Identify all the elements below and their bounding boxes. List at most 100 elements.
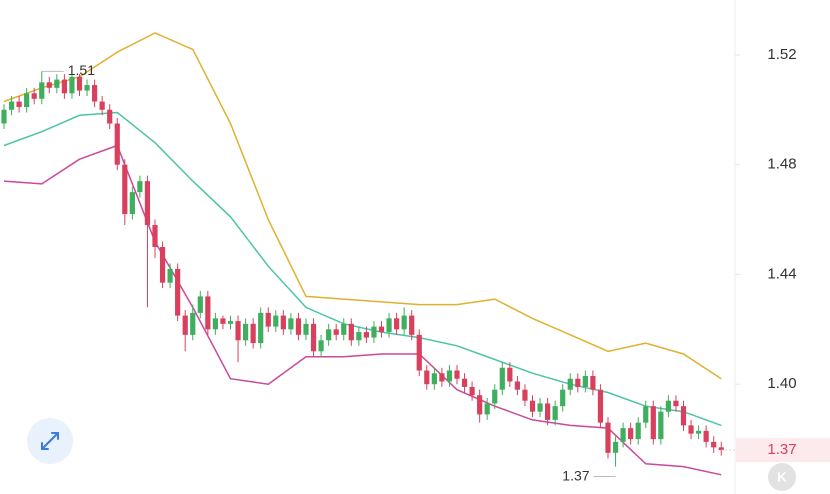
candle-body — [499, 367, 505, 390]
candle-body — [665, 400, 671, 412]
candle-body — [597, 389, 604, 423]
candle-body — [386, 318, 392, 333]
candle-body — [446, 370, 453, 382]
y-tick-label: 1.52 — [767, 46, 796, 63]
candle-body — [507, 367, 513, 382]
candle-body — [673, 400, 679, 407]
candle-body — [643, 406, 649, 423]
candle-body — [8, 101, 15, 110]
candle-body — [439, 373, 445, 382]
candle-body — [273, 315, 279, 327]
candle-body — [122, 164, 128, 215]
candle-body — [39, 82, 45, 99]
k-button[interactable]: K — [777, 469, 787, 484]
candle-body — [363, 332, 369, 338]
candle-body — [265, 312, 271, 327]
candle-body — [220, 318, 226, 324]
candle-body — [76, 76, 83, 91]
candle-body — [333, 329, 339, 335]
candle-body — [258, 312, 264, 344]
candle-body — [250, 323, 256, 344]
candle-body — [582, 375, 588, 387]
candle-body — [182, 315, 188, 335]
candle-body — [635, 422, 641, 440]
candle-body — [167, 268, 173, 283]
candle-body — [394, 318, 400, 330]
candle-body — [711, 441, 717, 448]
candle-body — [484, 403, 490, 415]
band-line — [3, 32, 722, 380]
candle-body — [461, 378, 468, 387]
candle-body — [545, 403, 551, 420]
high-label: 1.51 — [68, 62, 95, 78]
candle-body — [605, 422, 611, 453]
candle-body — [92, 85, 98, 102]
candle-body — [190, 312, 196, 335]
candle-body — [567, 378, 573, 390]
candle-body — [529, 400, 536, 412]
y-tick-label: 1.40 — [767, 375, 796, 392]
candle-body — [628, 428, 634, 440]
candle-body — [175, 268, 181, 316]
candle-body — [107, 109, 113, 124]
k-button-bg[interactable] — [768, 463, 796, 491]
band-line — [3, 144, 722, 476]
candle-body — [560, 389, 566, 407]
candle-body — [514, 381, 520, 390]
last-price-label: 1.37 — [767, 441, 796, 458]
candle-body — [227, 321, 234, 324]
y-tick-label: 1.44 — [767, 265, 796, 282]
candle-body — [378, 326, 385, 333]
candle-body — [575, 378, 581, 387]
candle-body — [280, 315, 286, 330]
candle-body — [590, 375, 596, 390]
candle-body — [212, 318, 218, 330]
candle-body — [152, 225, 158, 247]
candle-body — [84, 85, 90, 91]
candle-body — [24, 93, 30, 108]
candle-body — [326, 329, 332, 341]
candle-body — [31, 93, 37, 99]
candle-body — [688, 425, 694, 434]
candle-body — [620, 428, 626, 442]
candle-body — [243, 323, 249, 341]
candle-body — [99, 101, 105, 110]
expand-icon[interactable] — [41, 432, 59, 450]
candle-body — [371, 326, 377, 338]
candle-body — [46, 82, 52, 88]
candle-body — [235, 321, 241, 341]
candle-body — [401, 315, 407, 330]
candle-body — [552, 406, 558, 420]
candle-body — [16, 101, 22, 108]
candle-body — [612, 441, 619, 453]
plot-area — [1, 32, 724, 476]
candle-body — [310, 323, 317, 352]
low-label: 1.37 — [562, 467, 589, 483]
candle-body — [295, 318, 302, 335]
y-tick-label: 1.48 — [767, 156, 796, 173]
candle-body — [303, 323, 309, 335]
candle-body — [696, 430, 702, 434]
candle-body — [356, 332, 362, 341]
candle-body — [454, 370, 460, 379]
candle-body — [205, 296, 211, 330]
candle-body — [680, 406, 687, 426]
candle-body — [129, 192, 135, 215]
candle-body — [348, 323, 354, 341]
candle-body — [492, 389, 498, 404]
candle-body — [61, 79, 67, 94]
candle-body — [703, 430, 709, 442]
last-price-bg — [736, 438, 830, 463]
candle-body — [288, 318, 294, 330]
candle-body — [69, 76, 75, 94]
candle-body — [54, 79, 60, 88]
candle-body — [159, 247, 166, 283]
candle-body — [431, 373, 437, 385]
candle-body — [477, 395, 483, 415]
candle-body — [341, 323, 347, 335]
candle-body — [522, 389, 528, 401]
candle-body — [718, 447, 724, 451]
expand-button[interactable] — [27, 418, 73, 464]
candle-body — [658, 411, 664, 440]
